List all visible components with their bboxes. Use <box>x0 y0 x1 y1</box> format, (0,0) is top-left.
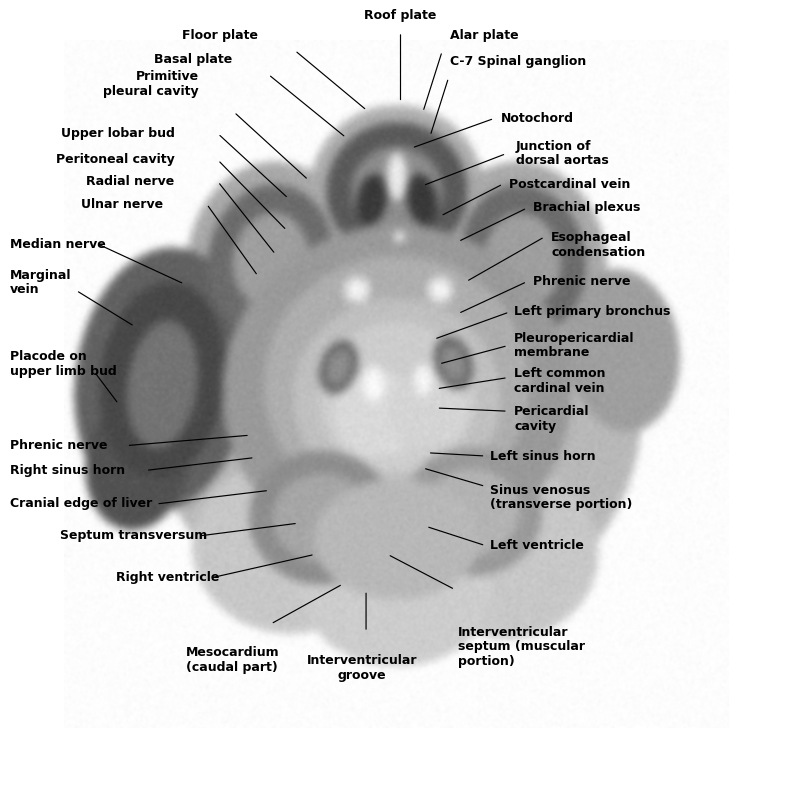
Text: Roof plate: Roof plate <box>364 10 437 22</box>
Text: Brachial plexus: Brachial plexus <box>533 202 640 214</box>
Text: Radial nerve: Radial nerve <box>87 175 175 188</box>
Text: Left ventricle: Left ventricle <box>490 539 584 552</box>
Text: Marginal
vein: Marginal vein <box>10 269 71 296</box>
Text: Primitive
pleural cavity: Primitive pleural cavity <box>103 70 199 98</box>
Text: Ulnar nerve: Ulnar nerve <box>81 198 163 210</box>
Text: Floor plate: Floor plate <box>182 29 258 42</box>
Text: Interventricular
septum (muscular
portion): Interventricular septum (muscular portio… <box>458 626 586 667</box>
Text: Postcardinal vein: Postcardinal vein <box>509 178 631 190</box>
Text: Esophageal
condensation: Esophageal condensation <box>551 231 646 258</box>
Text: Peritoneal cavity: Peritoneal cavity <box>56 154 175 166</box>
Text: Left primary bronchus: Left primary bronchus <box>514 306 670 318</box>
Text: Interventricular
groove: Interventricular groove <box>307 654 417 682</box>
Text: Basal plate: Basal plate <box>154 53 232 66</box>
Text: Mesocardium
(caudal part): Mesocardium (caudal part) <box>186 646 279 674</box>
Text: Phrenic nerve: Phrenic nerve <box>533 275 630 288</box>
Text: Phrenic nerve: Phrenic nerve <box>10 439 107 452</box>
Text: Alar plate: Alar plate <box>450 29 519 42</box>
Text: Right sinus horn: Right sinus horn <box>10 464 125 477</box>
Text: Right ventricle: Right ventricle <box>116 571 219 584</box>
Text: Placode on
upper limb bud: Placode on upper limb bud <box>10 350 116 378</box>
Text: Septum transversum: Septum transversum <box>60 530 207 542</box>
Text: Sinus venosus
(transverse portion): Sinus venosus (transverse portion) <box>490 484 633 511</box>
Text: Left sinus horn: Left sinus horn <box>490 450 596 462</box>
Text: Left common
cardinal vein: Left common cardinal vein <box>514 367 606 394</box>
Text: Upper lobar bud: Upper lobar bud <box>61 127 175 140</box>
Text: Notochord: Notochord <box>501 112 574 125</box>
Text: Cranial edge of liver: Cranial edge of liver <box>10 498 152 510</box>
Text: Median nerve: Median nerve <box>10 238 106 250</box>
Text: Pleuropericardial
membrane: Pleuropericardial membrane <box>514 332 634 359</box>
Text: Junction of
dorsal aortas: Junction of dorsal aortas <box>516 140 609 167</box>
Text: C-7 Spinal ganglion: C-7 Spinal ganglion <box>450 55 586 68</box>
Text: Pericardial
cavity: Pericardial cavity <box>514 406 590 433</box>
